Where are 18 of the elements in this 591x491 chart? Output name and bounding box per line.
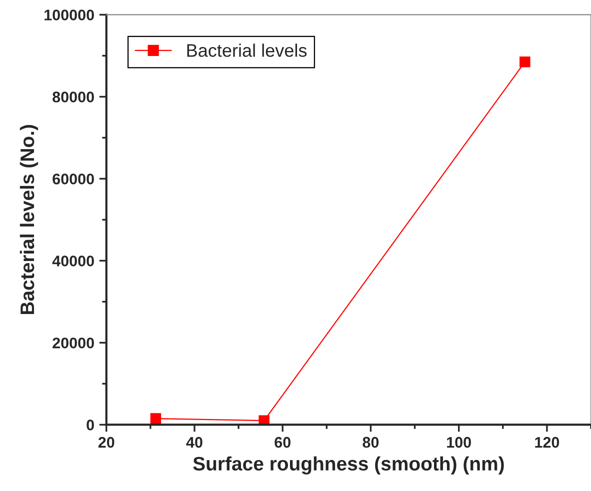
x-tick-label: 80	[362, 436, 379, 448]
x-tick-label: 40	[186, 436, 202, 448]
x-axis-title: Surface roughness (smooth) (nm)	[193, 456, 504, 475]
x-tick-label: 20	[98, 436, 114, 448]
y-tick-label: 80000	[52, 92, 94, 102]
y-tick-label: 100000	[44, 10, 94, 20]
x-tick-label: 120	[535, 436, 560, 448]
y-axis-title: Bacterial levels (No.)	[20, 125, 38, 314]
x-tick-label: 100	[447, 436, 471, 448]
y-tick-label: 40000	[52, 256, 94, 266]
y-tick-label: 60000	[52, 174, 94, 184]
y-tick-label: 20000	[52, 338, 94, 348]
y-tick-label: 0	[86, 420, 94, 430]
x-tick-label: 60	[274, 436, 290, 448]
point	[258, 415, 270, 425]
point	[520, 56, 530, 68]
point	[150, 413, 162, 424]
legend-label: Bacterial levels	[187, 44, 307, 57]
